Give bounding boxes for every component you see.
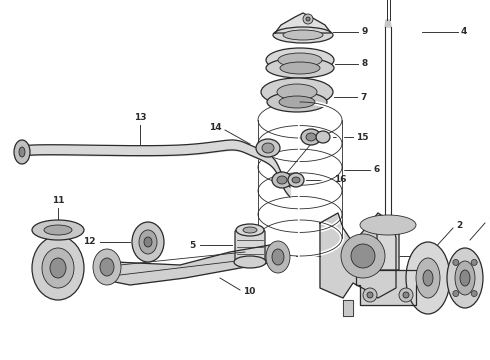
Ellipse shape [272,172,292,188]
Ellipse shape [455,261,475,295]
Ellipse shape [42,248,74,288]
Ellipse shape [267,92,327,112]
Text: 7: 7 [360,93,367,102]
Circle shape [367,292,373,298]
Ellipse shape [447,248,483,308]
Ellipse shape [139,230,157,254]
Circle shape [351,244,375,268]
Ellipse shape [423,270,433,286]
Ellipse shape [32,220,84,240]
Polygon shape [320,213,396,298]
Circle shape [399,288,413,302]
Polygon shape [356,270,420,305]
Ellipse shape [266,241,290,273]
Ellipse shape [132,222,164,262]
Ellipse shape [292,177,300,183]
Text: 11: 11 [52,196,64,205]
Ellipse shape [93,249,121,285]
Ellipse shape [243,227,257,233]
Circle shape [453,260,459,265]
Circle shape [363,288,377,302]
Ellipse shape [277,84,317,100]
Ellipse shape [236,224,264,236]
Text: 10: 10 [243,288,255,297]
Ellipse shape [460,270,470,286]
Text: 12: 12 [83,238,96,247]
Polygon shape [95,245,282,285]
Text: 14: 14 [209,123,222,132]
Ellipse shape [256,139,280,157]
Ellipse shape [288,173,304,187]
Text: 16: 16 [334,175,346,184]
Ellipse shape [360,215,416,235]
Text: 8: 8 [361,59,367,68]
Ellipse shape [279,96,315,108]
Ellipse shape [273,27,333,43]
Ellipse shape [316,131,330,143]
Ellipse shape [406,242,450,314]
Ellipse shape [416,258,440,298]
Circle shape [471,291,477,297]
Ellipse shape [262,143,274,153]
Circle shape [341,234,385,278]
Circle shape [303,14,313,24]
Text: 3: 3 [278,252,284,261]
Polygon shape [343,300,353,316]
Ellipse shape [301,129,321,145]
Text: 1: 1 [488,216,490,225]
Circle shape [471,260,477,265]
Polygon shape [374,225,402,270]
Text: 5: 5 [189,240,195,249]
Text: 6: 6 [373,166,379,175]
Text: 13: 13 [134,113,146,122]
Ellipse shape [14,140,30,164]
Ellipse shape [280,62,320,74]
Ellipse shape [278,53,322,67]
Ellipse shape [19,147,25,157]
Ellipse shape [266,48,334,72]
Text: 2: 2 [456,221,462,230]
Polygon shape [275,13,331,33]
Circle shape [403,292,409,298]
Ellipse shape [266,58,334,78]
Ellipse shape [32,236,84,300]
Ellipse shape [272,249,284,265]
Circle shape [453,291,459,297]
Ellipse shape [44,225,72,235]
Ellipse shape [144,237,152,247]
Ellipse shape [261,78,333,106]
Polygon shape [385,20,391,27]
Ellipse shape [306,133,316,141]
Ellipse shape [50,258,66,278]
Ellipse shape [283,30,323,40]
Ellipse shape [234,256,266,268]
Text: 15: 15 [356,132,368,141]
Text: 4: 4 [461,27,467,36]
Circle shape [306,17,310,21]
Ellipse shape [277,176,287,184]
Text: 9: 9 [361,27,368,36]
Ellipse shape [100,258,114,276]
FancyBboxPatch shape [235,230,265,262]
